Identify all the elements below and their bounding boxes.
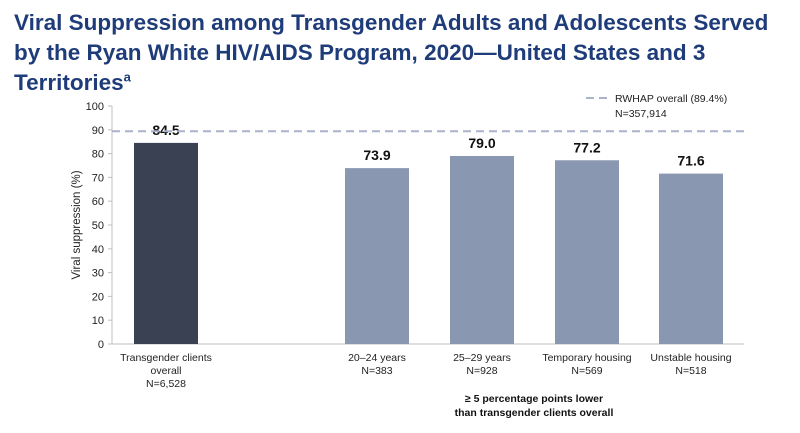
y-tick-label: 40 <box>92 244 104 256</box>
x-category-label-1: Transgender clients <box>120 352 212 364</box>
y-tick-label: 10 <box>92 315 104 327</box>
x-category-n-4: N=569 <box>571 365 602 377</box>
data-label-3: 79.0 <box>468 135 495 151</box>
y-tick-label: 80 <box>92 149 104 161</box>
y-tick-label: 30 <box>92 268 104 280</box>
x-category-label-1-line2: overall <box>151 365 182 377</box>
data-label-5: 71.6 <box>677 153 704 169</box>
chart-title-text: Viral Suppression among Transgender Adul… <box>14 10 769 95</box>
bar-2 <box>345 168 409 344</box>
y-tick-label: 100 <box>86 101 104 113</box>
bar-1 <box>134 142 198 344</box>
data-label-2: 73.9 <box>363 147 390 163</box>
bar-3 <box>450 155 514 344</box>
x-category-n-3: N=928 <box>466 365 497 377</box>
y-tick-label: 70 <box>92 172 104 184</box>
y-tick-label: 90 <box>92 125 104 137</box>
y-tick-label: 50 <box>92 220 104 232</box>
y-tick-label: 60 <box>92 196 104 208</box>
x-category-label-2: 20–24 years <box>348 352 406 364</box>
x-category-n-5: N=518 <box>675 365 706 377</box>
data-label-4: 77.2 <box>573 139 600 155</box>
legend-label: RWHAP overall (89.4%) <box>615 93 727 105</box>
bar-5 <box>659 173 723 344</box>
bar-4 <box>555 160 619 344</box>
y-tick-label: 20 <box>92 291 104 303</box>
y-tick-label: 0 <box>98 339 104 351</box>
group-note-line2: than transgender clients overall <box>455 407 614 419</box>
x-category-label-4: Temporary housing <box>542 352 631 364</box>
legend-n-label: N=357,914 <box>615 108 667 120</box>
title-footnote-marker: a <box>123 69 131 85</box>
x-category-label-5: Unstable housing <box>650 352 731 364</box>
x-category-n-1: N=6,528 <box>146 378 186 390</box>
group-note-line1: ≥ 5 percentage points lower <box>465 393 603 405</box>
chart-title: Viral Suppression among Transgender Adul… <box>14 8 790 98</box>
x-category-label-3: 25–29 years <box>453 352 511 364</box>
data-label-1: 84.5 <box>152 122 179 138</box>
y-axis-title: Viral suppression (%) <box>71 170 83 279</box>
x-category-n-2: N=383 <box>361 365 392 377</box>
